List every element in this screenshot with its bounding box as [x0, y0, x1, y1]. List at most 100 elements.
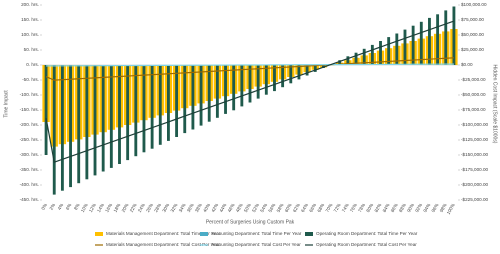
x-tick-label: 88%	[398, 203, 407, 213]
x-tick-label: 36%	[186, 203, 195, 213]
bar	[158, 65, 162, 145]
line	[45, 57, 454, 81]
x-tick-label: 22%	[129, 203, 138, 213]
y2-tick-label: -$100,000.00	[461, 122, 489, 127]
bar	[240, 65, 244, 107]
y2-tick-label: $25,000.00	[461, 47, 484, 52]
bar	[248, 65, 252, 103]
y-tick-label: -450. hrs.	[20, 197, 39, 202]
y2-tick-label: $50,000.00	[461, 32, 484, 37]
bar	[77, 65, 81, 184]
x-tick-label: 18%	[112, 203, 121, 213]
y2-tick-label: -$125,000.00	[461, 137, 489, 142]
x-tick-label: 66%	[308, 203, 317, 213]
y2-tick-label: -$175,000.00	[461, 167, 489, 172]
x-tick-label: 98%	[439, 203, 448, 213]
bar	[387, 37, 391, 65]
x-tick-label: 96%	[431, 203, 440, 213]
bar	[313, 65, 317, 72]
bar	[69, 65, 72, 188]
bar	[199, 65, 203, 126]
y2-tick-label: -$225,000.00	[461, 197, 489, 202]
bar	[354, 52, 358, 65]
y-axis-title: Time Impact	[3, 90, 9, 118]
y-tick-label: -200. hrs.	[20, 122, 39, 127]
y2-tick-label: -$75,000.00	[461, 107, 486, 112]
bar	[44, 65, 48, 155]
x-tick-label: 72%	[333, 203, 342, 213]
legend-label: Accounting Department: Total Cost Per Ye…	[211, 242, 301, 247]
bar	[126, 65, 130, 161]
bar	[109, 65, 113, 168]
x-tick-label: 32%	[170, 203, 179, 213]
x-tick-label: 10%	[80, 203, 89, 213]
x-tick-label: 48%	[235, 203, 244, 213]
y-tick-label: -50. hrs.	[22, 77, 39, 82]
x-tick-label: 20%	[121, 203, 130, 213]
y2-axis-title: Hidden Cost Impact (Scale $1000s)	[492, 65, 498, 144]
bar	[321, 65, 325, 68]
bar	[444, 10, 448, 65]
x-tick-label: 6%	[65, 203, 73, 211]
y2-tick-label: -$25,000.00	[461, 77, 486, 82]
x-tick-label: 52%	[251, 203, 260, 213]
x-tick-label: 14%	[96, 203, 105, 213]
x-axis-title: Percent of Surgeries Using Custom Pak	[206, 219, 295, 225]
x-tick-label: 54%	[259, 203, 268, 213]
bar	[297, 65, 301, 80]
bar	[150, 65, 154, 149]
y-tick-label: -250. hrs.	[20, 137, 39, 142]
bar	[370, 44, 374, 65]
bar	[85, 65, 89, 180]
y-tick-label: -350. hrs.	[20, 167, 39, 172]
x-tick-label: 2%	[49, 203, 57, 211]
x-tick-label: 42%	[210, 203, 219, 213]
line	[46, 63, 454, 67]
x-tick-label: 70%	[325, 203, 334, 213]
y-tick-label: 0. hrs.	[26, 62, 39, 67]
bar	[142, 65, 146, 153]
x-tick-label: 56%	[267, 203, 276, 213]
bar	[436, 14, 440, 66]
y2-tick-label: $75,000.00	[461, 17, 484, 22]
y-tick-label: 100. hrs.	[21, 32, 39, 37]
x-tick-label: 44%	[219, 203, 228, 213]
bar	[411, 25, 415, 65]
y-tick-label: -100. hrs.	[20, 92, 39, 97]
bar	[289, 65, 293, 84]
bar	[52, 65, 56, 195]
y-tick-label: 50. hrs.	[24, 47, 39, 52]
x-tick-label: 94%	[422, 203, 431, 213]
x-tick-label: 74%	[341, 203, 350, 213]
x-tick-label: 100%	[446, 203, 456, 216]
x-tick-label: 0%	[40, 203, 48, 211]
bar	[428, 17, 431, 65]
x-tick-label: 92%	[414, 203, 423, 213]
x-tick-label: 46%	[227, 203, 236, 213]
bar	[134, 65, 138, 157]
bar	[60, 65, 64, 191]
x-tick-label: 50%	[243, 203, 252, 213]
bar	[452, 6, 456, 65]
x-tick-label: 28%	[153, 203, 162, 213]
bar	[207, 65, 211, 122]
bar	[281, 65, 285, 88]
bar	[379, 41, 382, 65]
y2-tick-label: -$200,000.00	[461, 182, 489, 187]
bar	[101, 65, 105, 172]
x-tick-label: 62%	[292, 203, 301, 213]
bar	[118, 65, 121, 164]
x-tick-label: 84%	[382, 203, 391, 213]
x-tick-label: 86%	[390, 203, 399, 213]
bar	[346, 56, 350, 65]
x-tick-label: 26%	[145, 203, 154, 213]
y-tick-label: 200. hrs.	[21, 2, 39, 7]
bar	[338, 60, 342, 65]
legend-label: Accounting Department: Total Time Per Ye…	[211, 231, 302, 236]
x-tick-label: 78%	[357, 203, 366, 213]
x-tick-label: 38%	[194, 203, 203, 213]
legend-label: Materials Management Department: Total C…	[106, 242, 220, 247]
x-tick-label: 58%	[276, 203, 285, 213]
bar	[362, 48, 366, 65]
